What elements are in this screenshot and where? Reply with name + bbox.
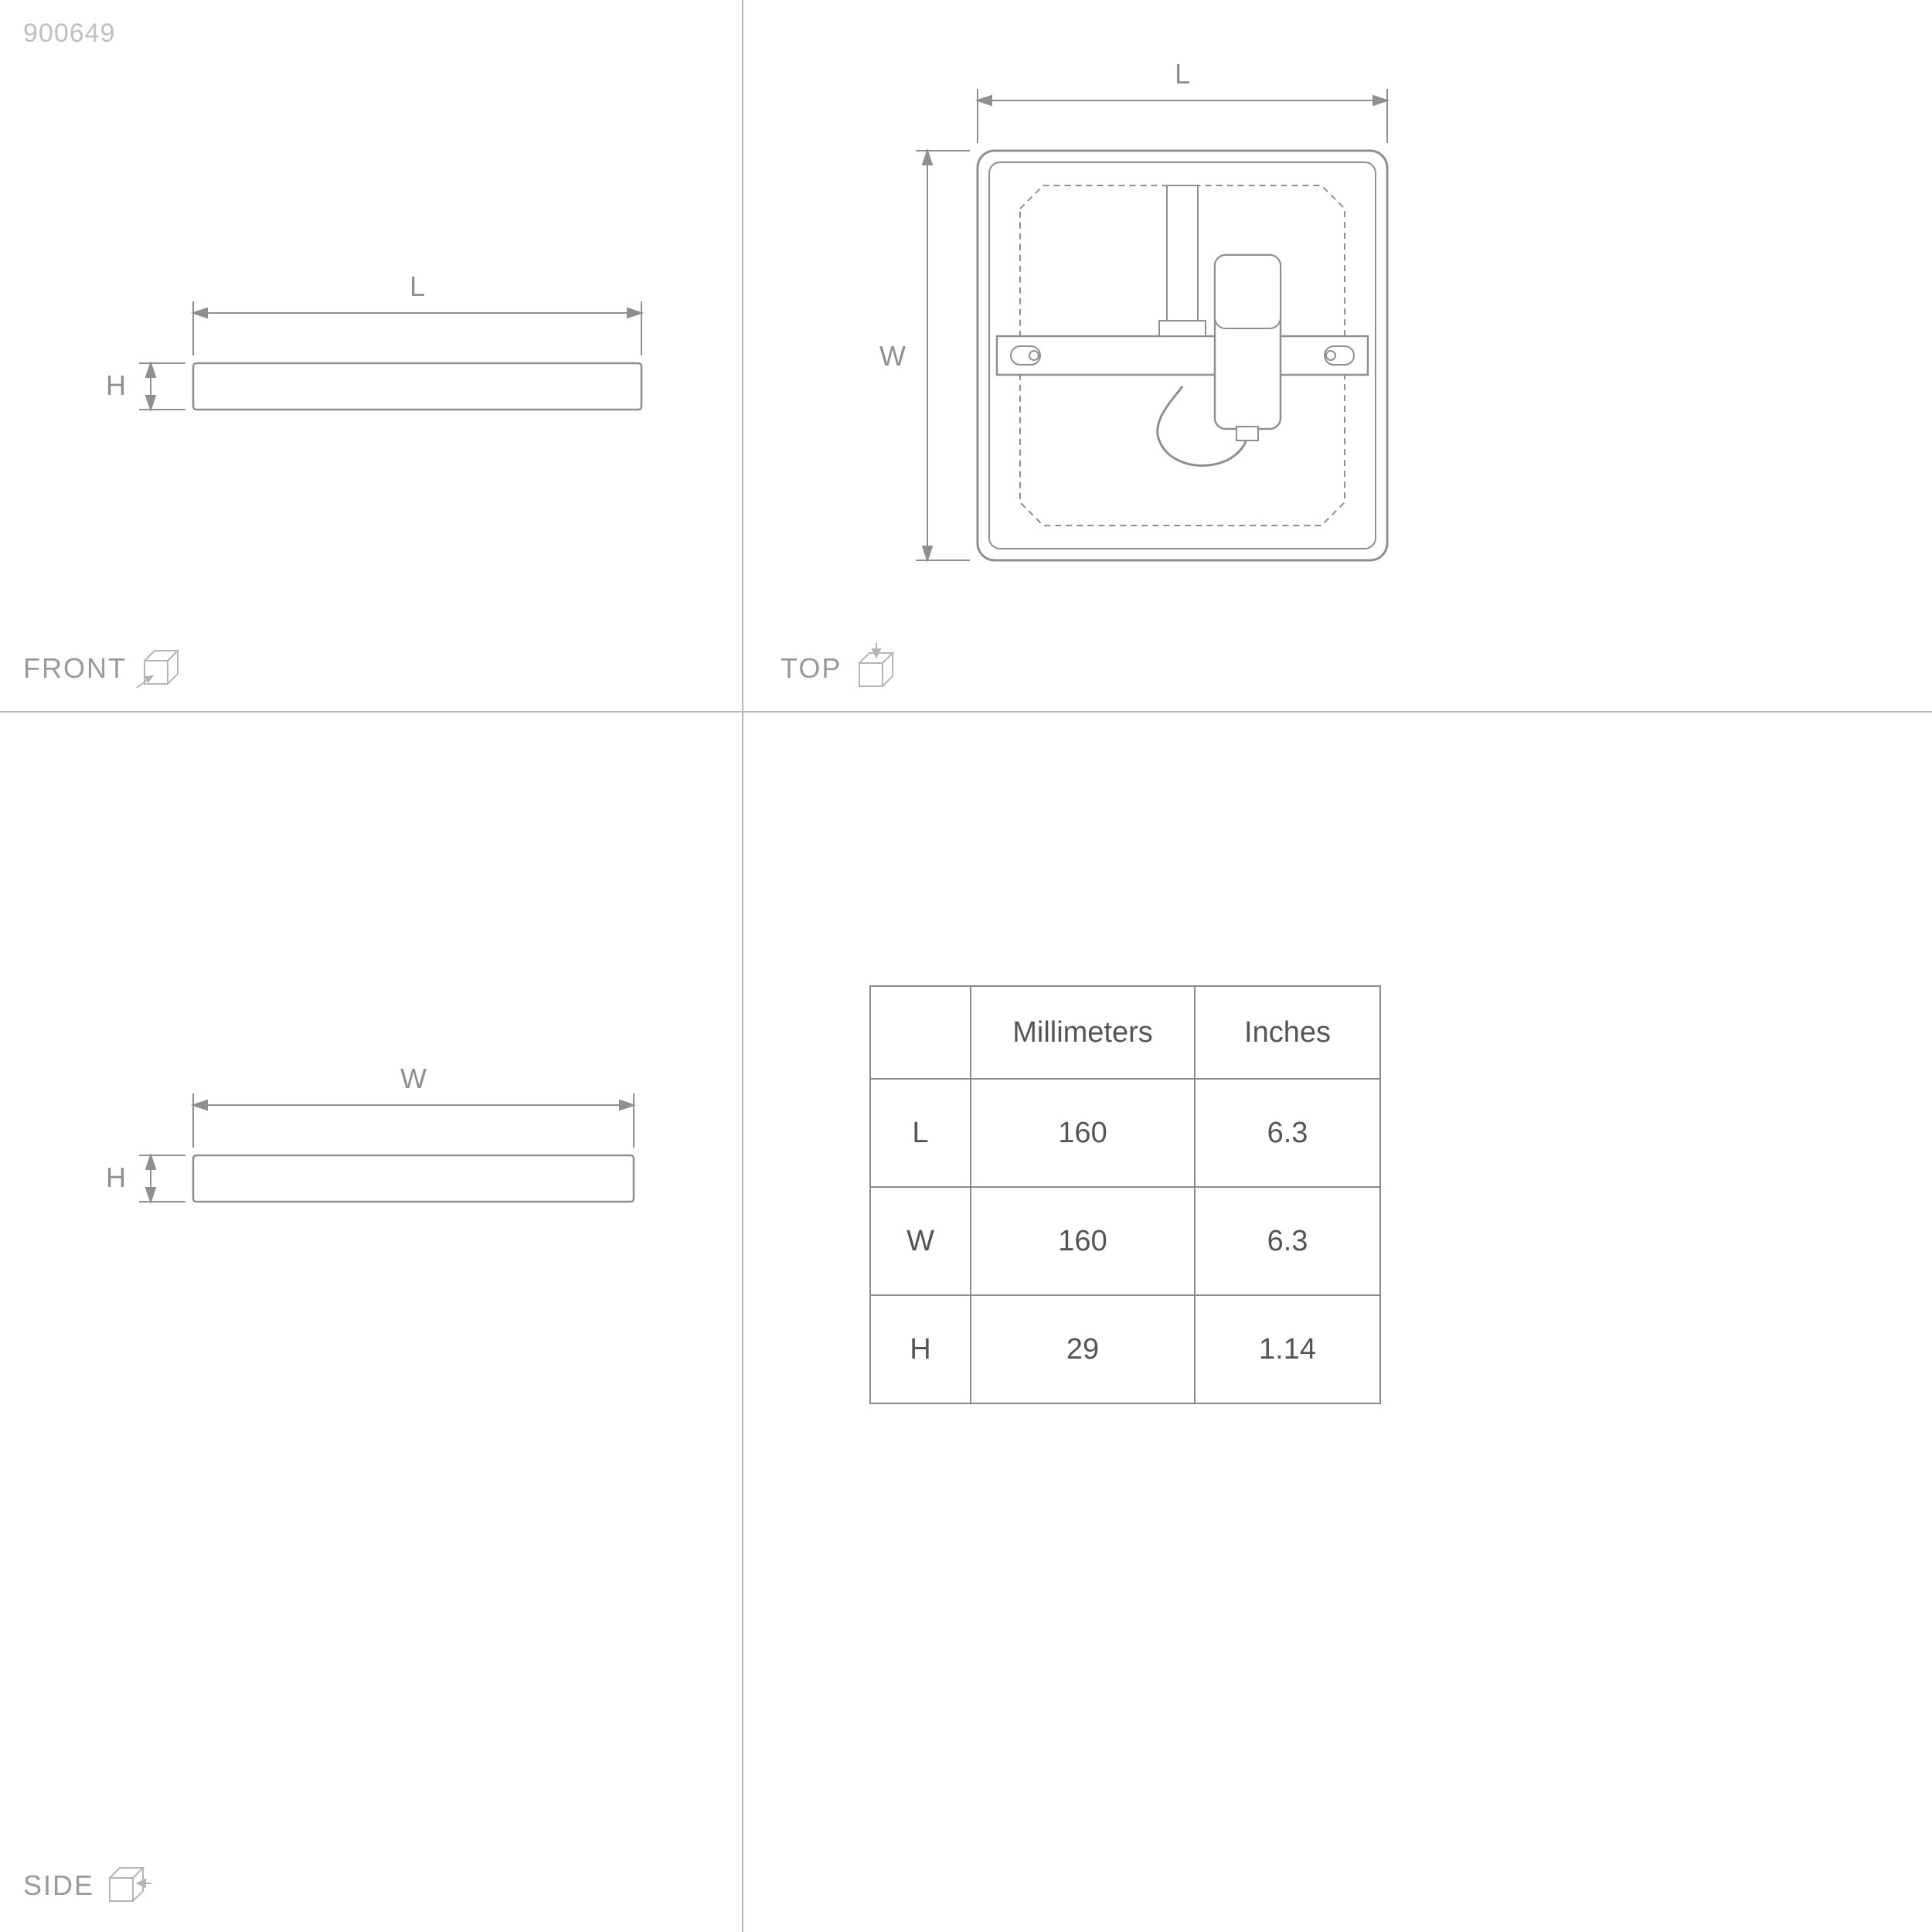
top-view-label: TOP [781,641,902,696]
top-drawing [742,0,1932,711]
table-header-in: Inches [1195,986,1380,1079]
table-row: W 160 6.3 [870,1187,1380,1295]
top-dim-l: L [1167,58,1198,90]
table-header-mm: Millimeters [971,986,1195,1079]
side-view-label: SIDE [23,1859,155,1913]
row-in: 1.14 [1195,1295,1380,1403]
table-row: L 160 6.3 [870,1079,1380,1187]
cube-icon [848,641,902,696]
dimensions-table: Millimeters Inches L 160 6.3 W 160 6.3 H… [869,985,1381,1404]
cube-icon [133,641,187,696]
side-label-text: SIDE [23,1869,94,1902]
top-label-text: TOP [781,652,842,685]
table-header-blank [870,986,971,1079]
side-dim-w: W [394,1063,433,1095]
row-mm: 160 [971,1187,1195,1295]
row-key: H [870,1295,971,1403]
front-label-text: FRONT [23,652,127,685]
row-in: 6.3 [1195,1187,1380,1295]
row-key: L [870,1079,971,1187]
front-dim-h: H [100,369,131,402]
front-dim-l: L [402,270,433,303]
row-mm: 160 [971,1079,1195,1187]
table-row: H 29 1.14 [870,1295,1380,1403]
cube-icon [100,1859,155,1913]
top-dim-w: W [873,340,912,372]
side-drawing [0,711,742,1932]
side-dim-h: H [100,1162,131,1194]
front-drawing [0,0,742,711]
table-header-row: Millimeters Inches [870,986,1380,1079]
front-view-label: FRONT [23,641,187,696]
row-key: W [870,1187,971,1295]
row-in: 6.3 [1195,1079,1380,1187]
row-mm: 29 [971,1295,1195,1403]
